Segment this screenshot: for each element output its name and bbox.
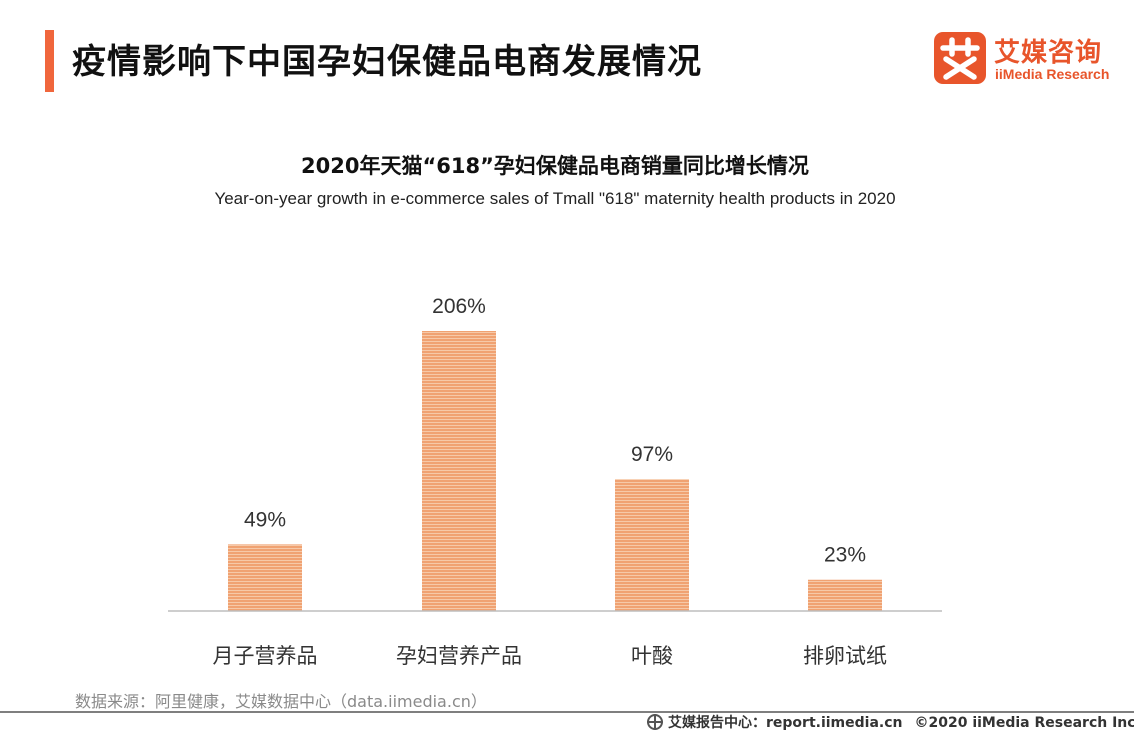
- bar-value-label: 206%: [432, 295, 486, 318]
- logo-mark-icon: [934, 32, 986, 84]
- iimedia-logo: 艾媒咨询 iiMedia Research: [934, 32, 1114, 86]
- footer-report-url[interactable]: report.iimedia.cn: [766, 715, 903, 731]
- footer-copyright: ©2020 iiMedia Research Inc: [914, 715, 1134, 731]
- logo-name-en: iiMedia Research: [995, 66, 1110, 82]
- chart-title: 2020年天猫“618”孕妇保健品电商销量同比增长情况: [301, 154, 809, 178]
- category-label: 叶酸: [631, 644, 673, 668]
- bar-value-label: 23%: [824, 544, 866, 567]
- page-title: 疫情影响下中国孕妇保健品电商发展情况: [72, 42, 702, 82]
- category-label: 排卵试纸: [803, 644, 887, 668]
- bar-1: [228, 544, 302, 611]
- bar-3: [615, 479, 689, 611]
- category-label: 月子营养品: [213, 644, 318, 668]
- bar-value-label: 49%: [244, 508, 286, 531]
- logo-glyph-icon: [940, 37, 980, 80]
- bar-value-label: 97%: [631, 443, 673, 466]
- footer-divider: [0, 711, 1134, 713]
- footer-report-label: 艾媒报告中心：: [668, 715, 766, 731]
- bar-2: [422, 331, 496, 611]
- source-note: 数据来源：阿里健康，艾媒数据中心（data.iimedia.cn）: [75, 692, 487, 711]
- footer: 艾媒报告中心：report.iimedia.cn ©2020 iiMedia Re…: [647, 713, 1134, 735]
- chart-subtitle: Year-on-year growth in e-commerce sales …: [214, 189, 896, 208]
- category-label: 孕妇营养产品: [396, 644, 522, 668]
- globe-icon: [647, 714, 663, 730]
- logo-name-cn: 艾媒咨询: [994, 38, 1103, 68]
- bar-4: [808, 579, 882, 611]
- title-accent-bar: [45, 30, 54, 92]
